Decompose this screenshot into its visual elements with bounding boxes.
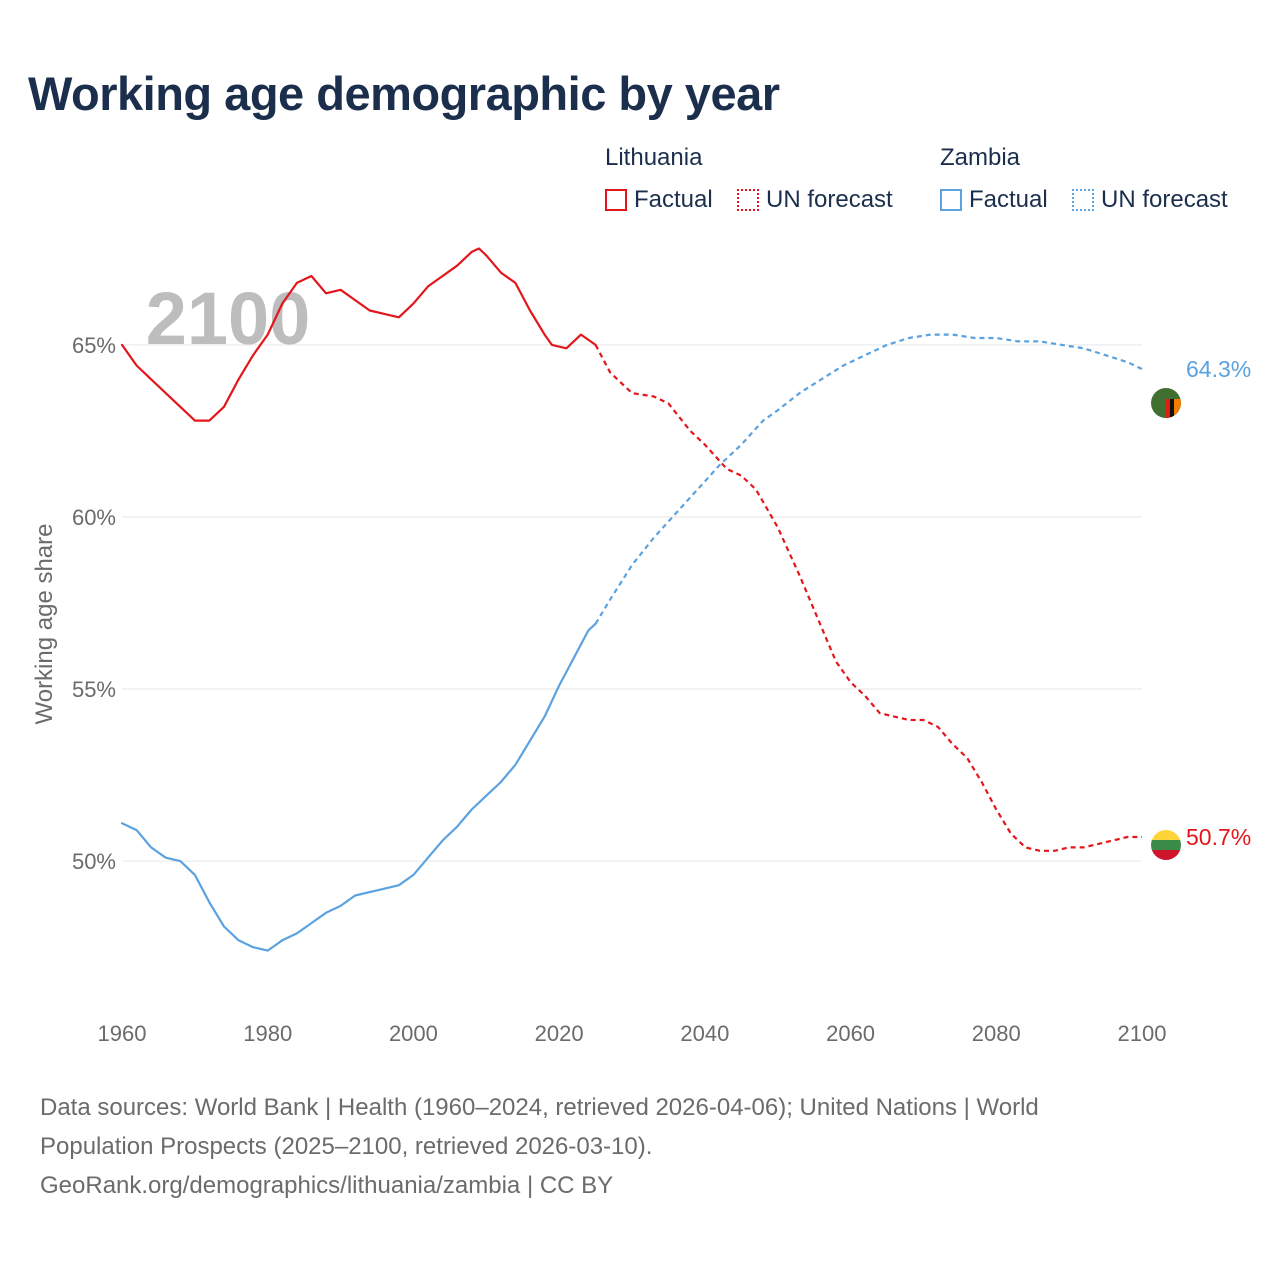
- end-label-lithuania: 50.7%: [1186, 824, 1251, 850]
- footer-line-1: Data sources: World Bank | Health (1960–…: [40, 1094, 1039, 1121]
- legend-zambia-name: Zambia: [940, 144, 1021, 171]
- end-labels: 50.7% 64.3%: [1186, 356, 1251, 850]
- legend-lithuania-factual-label: Factual: [634, 186, 713, 213]
- x-tick-label-2100: 2100: [1118, 1021, 1167, 1046]
- y-tick-label-65: 65%: [72, 333, 116, 358]
- y-tick-label-50: 50%: [72, 849, 116, 874]
- legend-swatch-solid-red: [605, 189, 627, 211]
- y-axis-label: Working age share: [31, 524, 58, 725]
- legend-zambia-forecast-label: UN forecast: [1101, 186, 1228, 213]
- x-tick-labels: 1960 1980 2000 2020 2040 2060 2080 2100: [98, 1021, 1167, 1046]
- y-tick-label-55: 55%: [72, 677, 116, 702]
- series-lithuania-forecast-line: [594, 344, 1142, 852]
- year-watermark: 2100: [146, 277, 311, 360]
- flag-lithuania-icon: [1151, 830, 1181, 860]
- legend-lithuania-forecast-label: UN forecast: [766, 186, 893, 213]
- x-tick-label-2000: 2000: [389, 1021, 438, 1046]
- legend-swatch-dotted-blue: [1072, 189, 1094, 211]
- x-tick-label-2060: 2060: [826, 1021, 875, 1046]
- series-zambia-forecast-line: [594, 333, 1143, 625]
- legend-lithuania-factual[interactable]: Factual: [605, 186, 713, 214]
- footer-line-2: Population Prospects (2025–2100, retriev…: [40, 1133, 653, 1160]
- x-tick-label-2020: 2020: [535, 1021, 584, 1046]
- footer-sources: Data sources: World Bank | Health (1960–…: [40, 1088, 1220, 1205]
- flag-zambia-icon: [1151, 388, 1181, 418]
- x-tick-label-1980: 1980: [243, 1021, 292, 1046]
- legend-zambia-forecast[interactable]: UN forecast: [1072, 186, 1228, 214]
- x-tick-label-2080: 2080: [972, 1021, 1021, 1046]
- y-tick-labels: 50% 55% 60% 65%: [72, 333, 116, 874]
- legend-swatch-dotted-red: [737, 189, 759, 211]
- series-lines: [120, 247, 1143, 952]
- x-tick-label-2040: 2040: [680, 1021, 729, 1046]
- y-tick-label-60: 60%: [72, 505, 116, 530]
- grid-lines: [122, 344, 1142, 862]
- chart-title: Working age demographic by year: [28, 67, 780, 120]
- series-lithuania-factual-line: [120, 247, 597, 422]
- footer-line-3[interactable]: GeoRank.org/demographics/lithuania/zambi…: [40, 1172, 614, 1199]
- legend-lithuania-name: Lithuania: [605, 144, 703, 171]
- series-zambia-factual-line: [120, 622, 597, 952]
- x-tick-label-1960: 1960: [98, 1021, 147, 1046]
- legend-lithuania-forecast[interactable]: UN forecast: [737, 186, 893, 214]
- line-chart: 2100 Working age share 50% 55% 60% 65% 1960…: [31, 247, 1251, 1046]
- legend-swatch-solid-blue: [940, 189, 962, 211]
- legend-zambia-factual[interactable]: Factual: [940, 186, 1048, 214]
- end-label-zambia: 64.3%: [1186, 356, 1251, 382]
- legend-zambia-factual-label: Factual: [969, 186, 1048, 213]
